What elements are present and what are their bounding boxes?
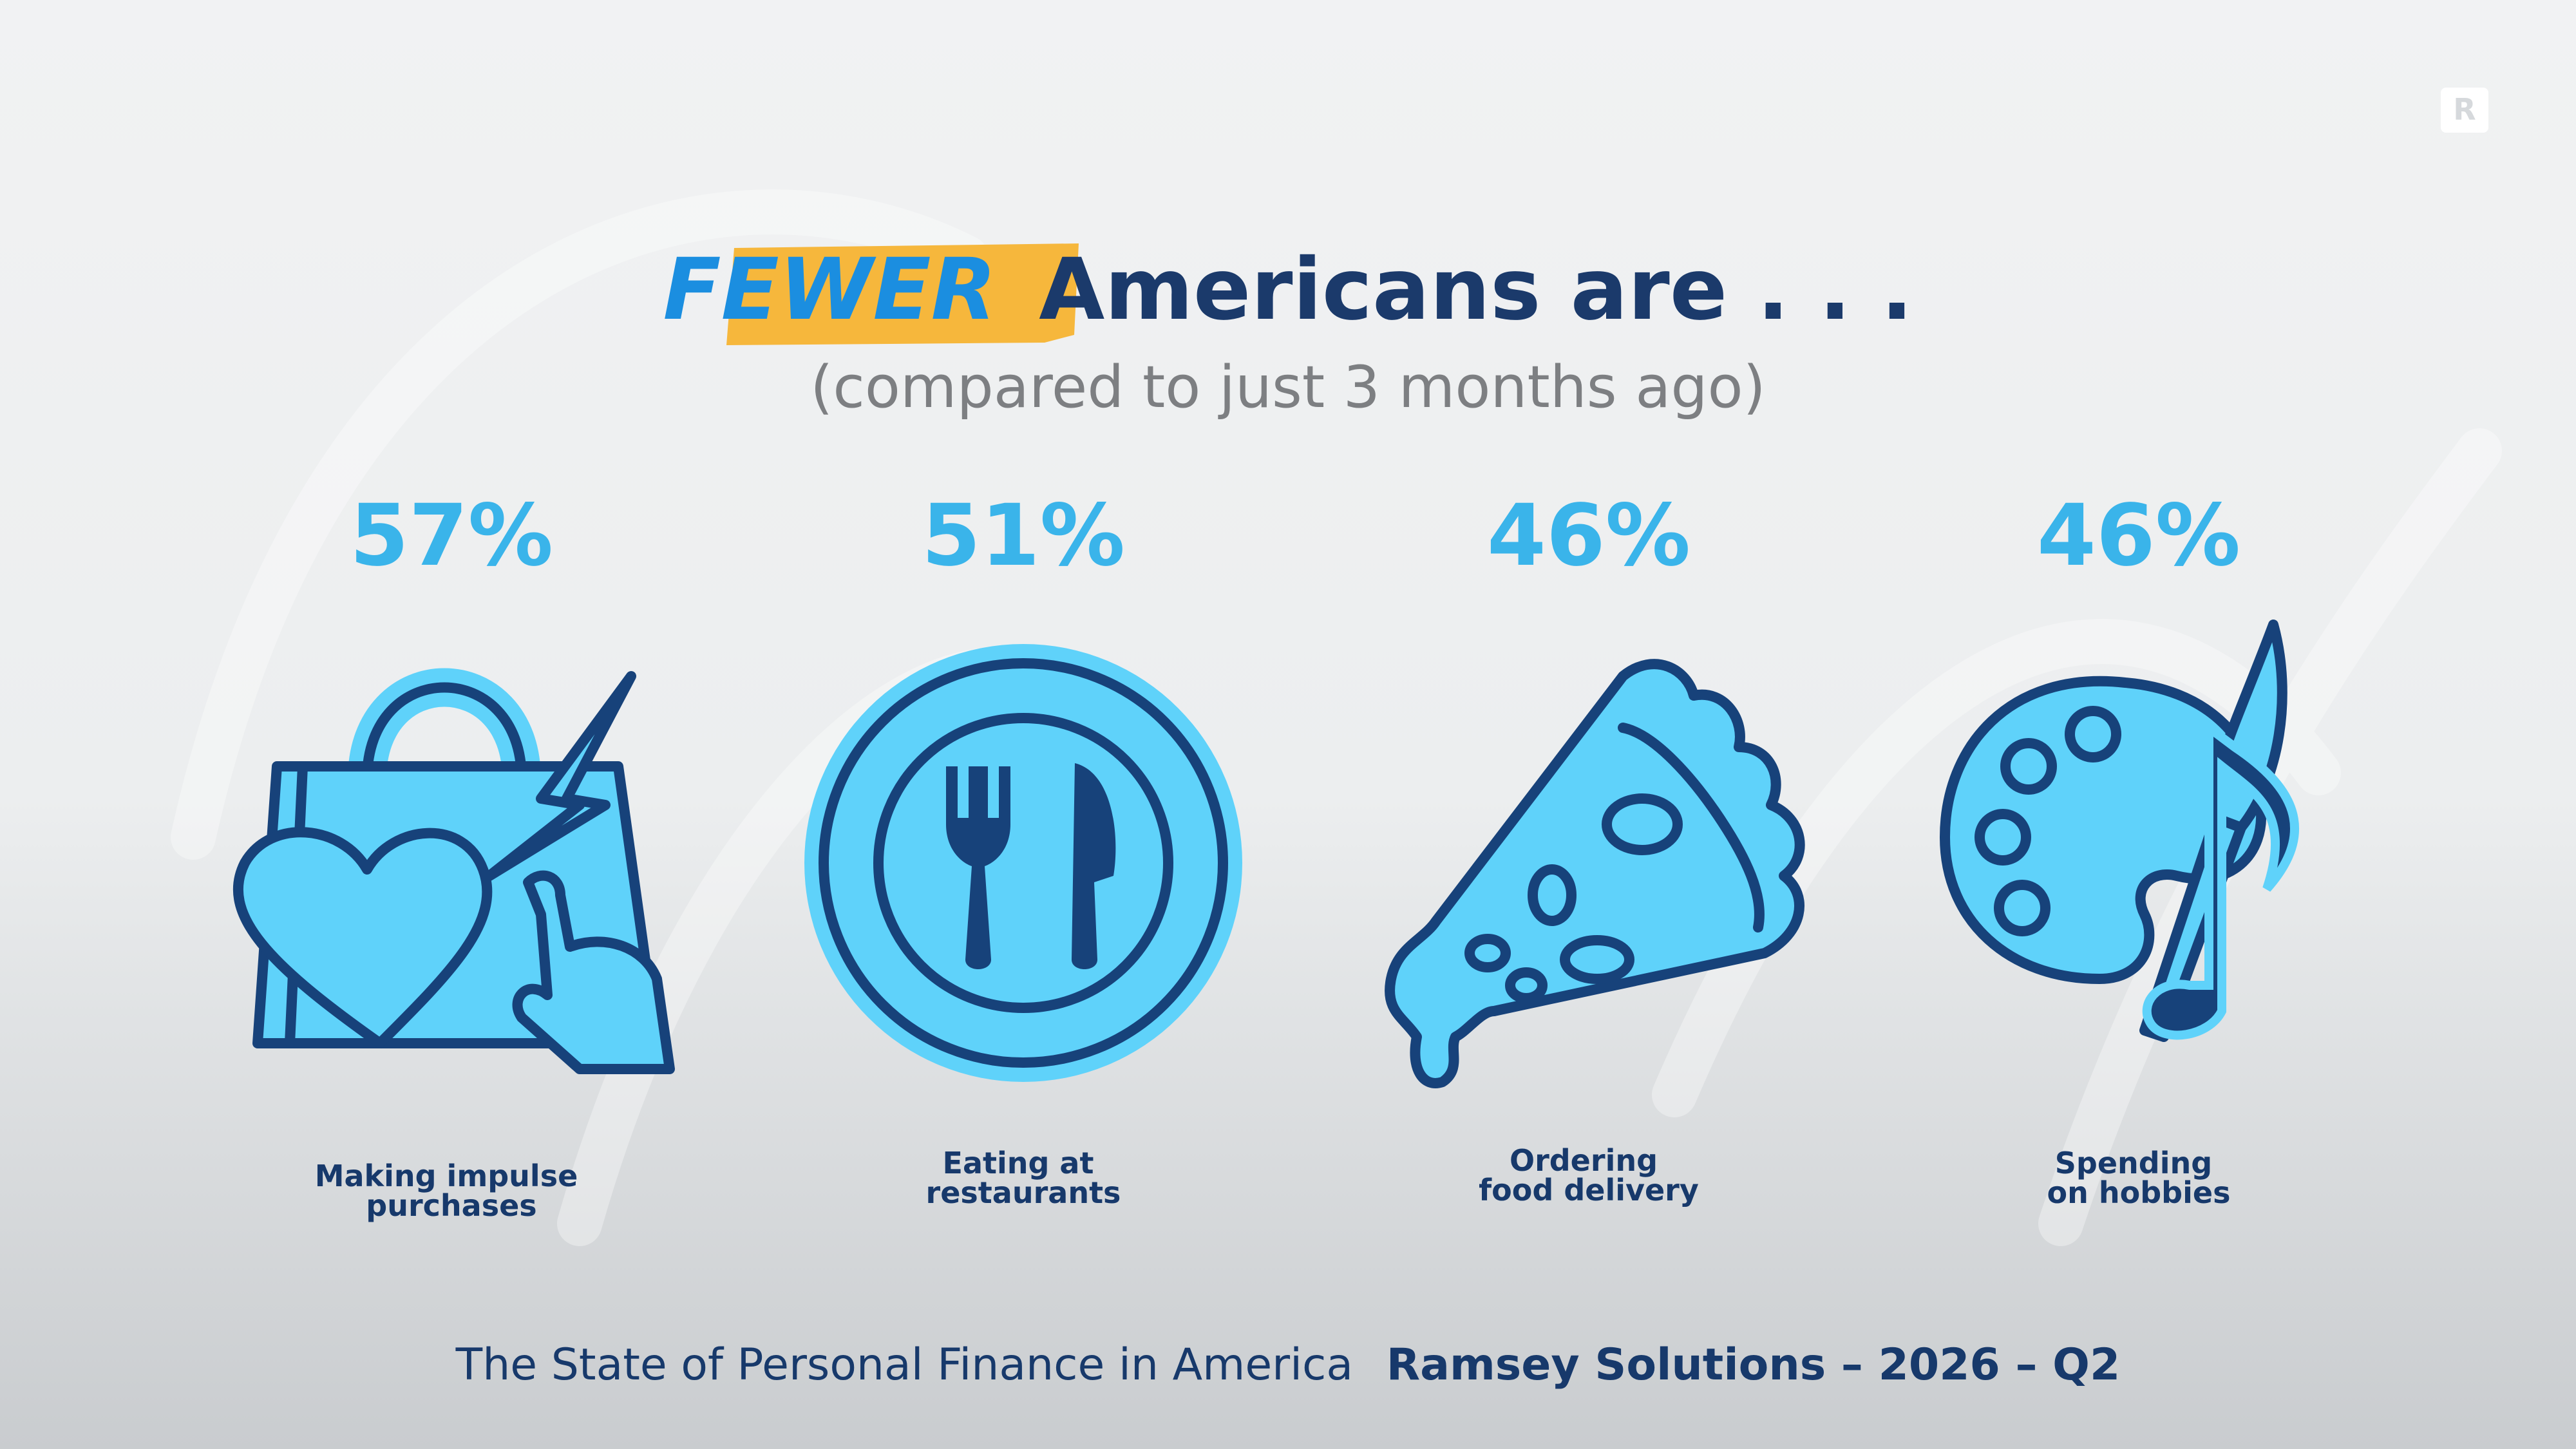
- stat-label: Ordering food delivery: [1479, 1143, 1699, 1208]
- footer: The State of Personal Finance in America…: [455, 1340, 2121, 1390]
- footer-brand: Ramsey Solutions – 2026 – Q2: [1387, 1340, 2121, 1390]
- title-text: Americans are . . .: [1039, 240, 1913, 339]
- highlight: [726, 243, 1079, 345]
- stat-label-line: purchases: [366, 1188, 536, 1223]
- stat-label-line: restaurants: [926, 1175, 1121, 1210]
- stat-label: Spending on hobbies: [2047, 1146, 2231, 1210]
- title: FEWER Americans are . . .: [663, 240, 1913, 339]
- stat-label-line: food delivery: [1479, 1173, 1699, 1208]
- stat-value: 46%: [1487, 486, 1690, 585]
- title-highlight: FEWER: [663, 240, 996, 339]
- stat-label-line: Eating at: [943, 1146, 1094, 1180]
- stat-label: Making impulse purchases: [315, 1159, 589, 1223]
- shopping-icon: [232, 668, 675, 1074]
- hobby-icon: [1940, 620, 2300, 1042]
- stat-label-line: Making impulse: [315, 1159, 578, 1193]
- footer-source: The State of Personal Finance in America: [455, 1340, 1353, 1390]
- stat-label-line: Spending: [2055, 1146, 2212, 1180]
- plate-icon: [804, 644, 1242, 1082]
- stat-value: 46%: [2037, 486, 2240, 585]
- logo: R: [2453, 92, 2476, 127]
- stat-label-line: Ordering: [1510, 1143, 1658, 1178]
- pizza-icon: [1385, 659, 1805, 1088]
- stat-label: Eating at restaurants: [926, 1146, 1121, 1210]
- stat-label-line: on hobbies: [2047, 1175, 2231, 1210]
- subtitle: (compared to just 3 months ago): [810, 354, 1765, 421]
- stat-value: 51%: [922, 486, 1125, 585]
- logo-box: [2441, 88, 2488, 133]
- stat-value: 57%: [350, 486, 553, 585]
